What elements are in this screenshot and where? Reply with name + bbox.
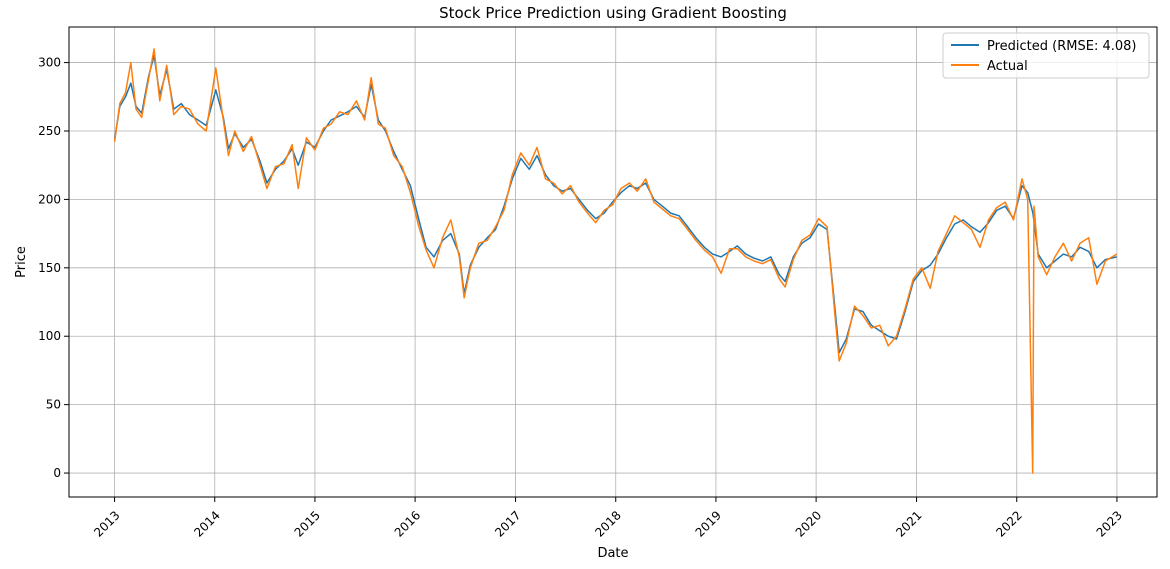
y-tick-label: 0 (53, 466, 61, 480)
series-line-1 (113, 48, 1118, 474)
y-axis: 0 50 100 150 200 250 300 (38, 56, 69, 480)
y-tick-label: 300 (38, 56, 61, 70)
y-tick-label: 150 (38, 261, 61, 275)
plot-frame (68, 26, 1158, 498)
legend-label-predicted: Predicted (RMSE: 4.08) (987, 39, 1136, 54)
y-axis-title: Price (14, 246, 29, 278)
y-tick-label: 50 (46, 398, 61, 412)
legend-label-actual: Actual (987, 59, 1028, 74)
y-tick-label: 100 (38, 329, 61, 343)
y-tick-label: 250 (38, 124, 61, 138)
legend: Predicted (RMSE: 4.08) Actual (942, 32, 1150, 79)
y-tick-label: 200 (38, 192, 61, 206)
chart-title: Stock Price Prediction using Gradient Bo… (439, 4, 787, 22)
series-layer (113, 48, 1118, 474)
legend-box (942, 32, 1150, 79)
x-axis-title: Date (597, 546, 628, 561)
